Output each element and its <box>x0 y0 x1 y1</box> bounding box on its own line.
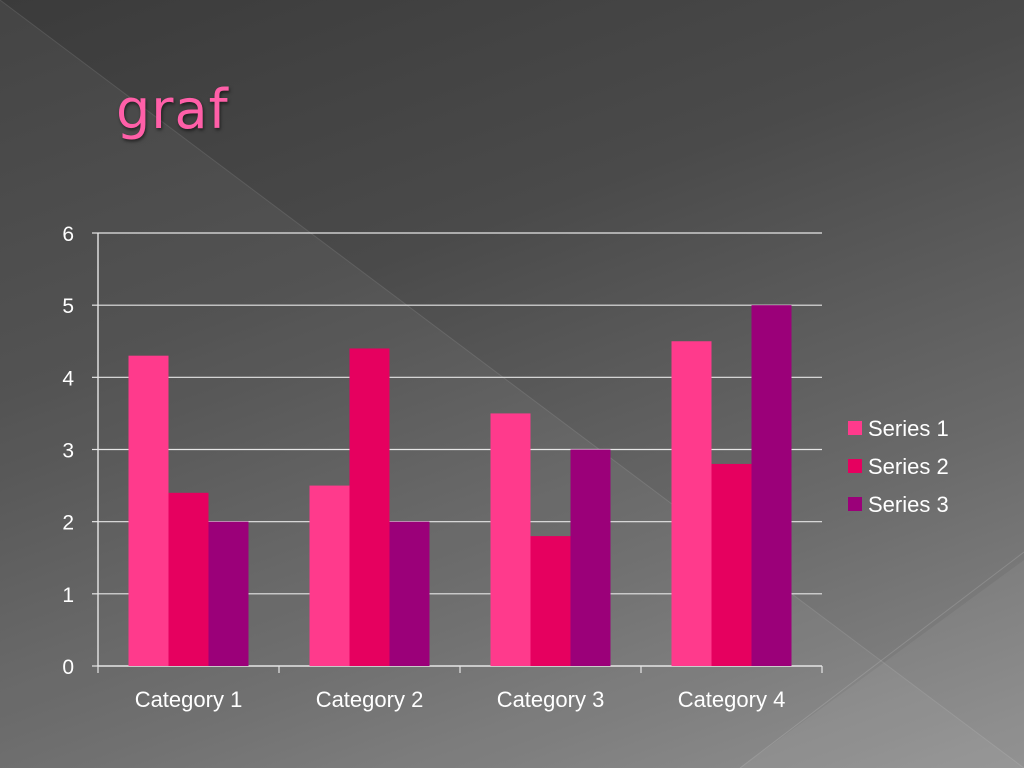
bar-1-3 <box>490 413 531 666</box>
bar-2-3 <box>530 536 571 666</box>
y-tick-label: 3 <box>62 440 74 463</box>
legend: Series 1 Series 2 Series 3 <box>848 416 949 517</box>
bar-1-2 <box>309 485 350 666</box>
x-category-label: Category 4 <box>678 687 786 712</box>
x-category-label: Category 3 <box>497 687 605 712</box>
bar-3-3 <box>570 449 611 666</box>
y-tick-label: 0 <box>62 656 74 679</box>
x-category-label: Category 1 <box>135 687 243 712</box>
y-tick-label: 2 <box>62 512 74 535</box>
bar-3-4 <box>751 305 792 666</box>
bar-1-4 <box>671 341 712 666</box>
x-category-label: Category 2 <box>316 687 424 712</box>
y-tick-label: 5 <box>62 295 74 318</box>
bar-2-1 <box>168 492 209 666</box>
legend-label: Series 1 <box>868 416 949 441</box>
x-axis-categories: Category 1 Category 2 Category 3 Category 4 <box>135 687 786 712</box>
bar-2-2 <box>349 348 390 666</box>
legend-swatch <box>848 459 862 473</box>
y-axis-ticks: 0 1 2 3 4 5 6 <box>62 223 74 679</box>
bar-3-1 <box>208 521 249 666</box>
slide-title: graf <box>116 78 229 141</box>
bar-1-1 <box>128 355 169 666</box>
bars <box>128 305 792 666</box>
legend-label: Series 2 <box>868 454 949 479</box>
y-tick-label: 4 <box>62 367 74 390</box>
y-tick-label: 1 <box>62 584 74 607</box>
y-tick-label: 6 <box>62 223 74 246</box>
bar-3-2 <box>389 521 430 666</box>
legend-swatch <box>848 421 862 435</box>
legend-label: Series 3 <box>868 492 949 517</box>
legend-swatch <box>848 497 862 511</box>
bar-2-4 <box>711 463 752 666</box>
